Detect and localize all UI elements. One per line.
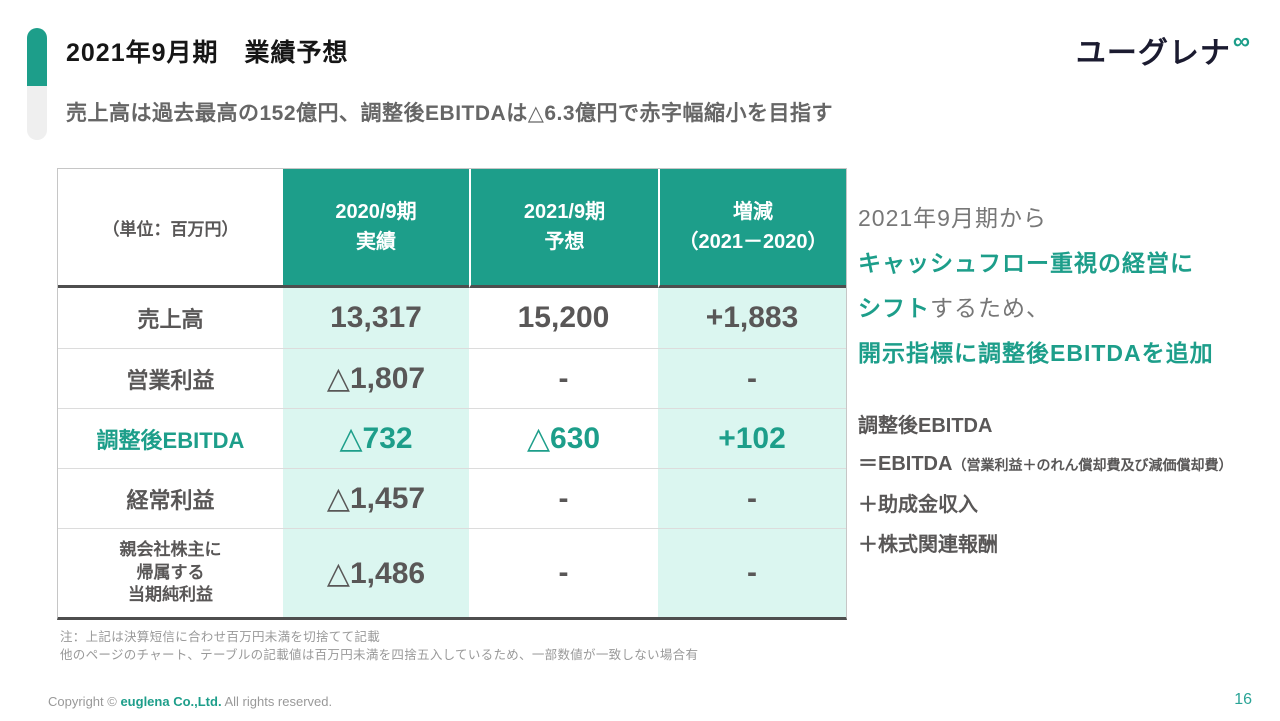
intro-line-1: 2021年9月期から: [858, 196, 1266, 241]
footnote-line-2: 他のページのチャート、テーブルの記載値は百万円未満を四捨五入しているため、一部数…: [60, 648, 699, 663]
definition-line-1: ＝EBITDA（営業利益＋のれん償却費及び減価償却費）: [858, 444, 1266, 485]
table-footnote: 注：上記は決算短信に合わせ百万円未満を切捨てて記載 他のページのチャート、テーブ…: [60, 628, 698, 664]
intro-line-3-rest: するため、: [930, 295, 1050, 321]
operating-income-2020: △1,807: [283, 348, 469, 408]
definition-line-3: ＋株式関連報酬: [858, 534, 998, 556]
definition-line-2: ＋助成金収入: [858, 494, 978, 516]
page-number: 16: [1234, 691, 1252, 708]
title-accent-bar: [27, 28, 47, 140]
title-accent-bar-teal: [27, 28, 47, 86]
intro-line-4: 開示指標に調整後EBITDAを追加: [858, 331, 1266, 376]
operating-income-change: -: [658, 348, 846, 408]
intro-line-2: キャッシュフロー重視の経営に: [858, 241, 1266, 286]
copyright-brand: euglena Co.,Ltd.: [120, 694, 222, 709]
row-label-ordinary-income: 経常利益: [58, 468, 283, 528]
net-income-2020: △1,486: [283, 528, 469, 617]
company-logo-text: ユーグレナ: [1075, 37, 1231, 70]
company-logo: ユーグレナ∞: [1076, 28, 1250, 72]
adjusted-ebitda-2020: △732: [283, 408, 469, 468]
adjusted-ebitda-change: +102: [658, 408, 846, 468]
net-sales-change: +1,883: [658, 288, 846, 348]
column-header-2021-forecast: 2021/9期 予想: [469, 169, 658, 288]
commentary-panel: 2021年9月期から キャッシュフロー重視の経営に シフトするため、 開示指標に…: [858, 196, 1266, 565]
adjusted-ebitda-2021: △630: [469, 408, 658, 468]
row-label-adjusted-ebitda: 調整後EBITDA: [58, 408, 283, 468]
row-label-operating-income: 営業利益: [58, 348, 283, 408]
forecast-table: （単位：百万円） 2020/9期 実績 2021/9期 予想 増減 （2021－…: [57, 168, 847, 620]
ordinary-income-change: -: [658, 468, 846, 528]
definition-line-1-main: ＝EBITDA: [858, 453, 953, 475]
commentary-intro: 2021年9月期から キャッシュフロー重視の経営に シフトするため、 開示指標に…: [858, 196, 1266, 376]
ordinary-income-2021: -: [469, 468, 658, 528]
row-label-net-sales: 売上高: [137, 307, 204, 332]
row-label-net-income: 親会社株主に 帰属する 当期純利益: [58, 528, 283, 617]
intro-line-3: シフトするため、: [858, 286, 1266, 331]
slide-subtitle: 売上高は過去最高の152億円、調整後EBITDAは△6.3億円で赤字幅縮小を目指…: [66, 102, 834, 125]
intro-line-3-emphasis: シフト: [858, 295, 930, 321]
intro-line-4-text: 開示指標に調整後EBITDAを追加: [858, 340, 1214, 366]
infinity-logo-icon: ∞: [1232, 28, 1250, 55]
net-sales-2020: 13,317: [283, 288, 469, 348]
intro-line-1-text: 2021年9月期から: [858, 205, 1047, 231]
net-income-change: -: [658, 528, 846, 617]
definition-line-1-paren: （営業利益＋のれん償却費及び減価償却費）: [952, 457, 1233, 473]
net-sales-2021: 15,200: [517, 301, 610, 334]
operating-income-2021: -: [469, 348, 658, 408]
copyright: Copyright © euglena Co.,Ltd. All rights …: [48, 694, 332, 709]
column-header-change: 増減 （2021－2020）: [658, 169, 846, 288]
definition-title: 調整後EBITDA: [858, 415, 993, 437]
copyright-prefix: Copyright ©: [48, 694, 121, 709]
footnote-line-1: 注：上記は決算短信に合わせ百万円未満を切捨てて記載: [60, 630, 381, 644]
net-income-2021: -: [469, 528, 658, 617]
title-accent-bar-gray: [27, 86, 47, 140]
page-title: 2021年9月期 業績予想: [66, 39, 349, 67]
intro-line-2-text: キャッシュフロー重視の経営に: [858, 250, 1194, 276]
ebitda-definition: 調整後EBITDA ＝EBITDA（営業利益＋のれん償却費及び減価償却費） ＋助…: [858, 408, 1266, 565]
table-unit-label: （単位：百万円）: [58, 169, 283, 288]
column-header-2020-actual: 2020/9期 実績: [283, 169, 469, 288]
copyright-suffix: All rights reserved.: [221, 694, 333, 709]
ordinary-income-2020: △1,457: [283, 468, 469, 528]
